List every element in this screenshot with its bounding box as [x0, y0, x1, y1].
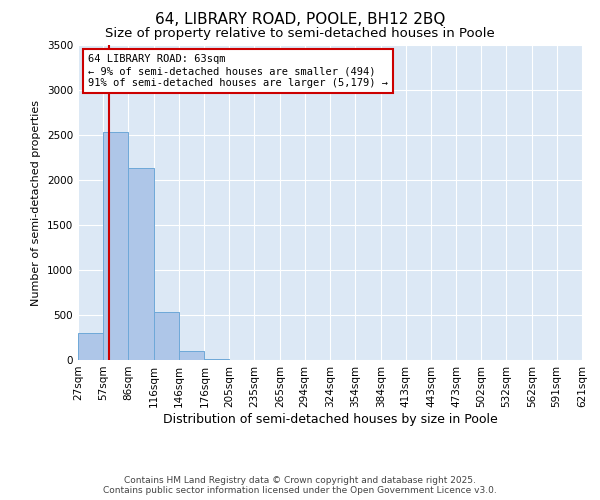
- Bar: [78, 333, 103, 360]
- Y-axis label: Number of semi-detached properties: Number of semi-detached properties: [31, 100, 41, 306]
- Bar: [128, 168, 154, 360]
- Text: 64 LIBRARY ROAD: 63sqm
← 9% of semi-detached houses are smaller (494)
91% of sem: 64 LIBRARY ROAD: 63sqm ← 9% of semi-deta…: [88, 54, 388, 88]
- Bar: [154, 312, 179, 360]
- Text: Contains HM Land Registry data © Crown copyright and database right 2025.
Contai: Contains HM Land Registry data © Crown c…: [103, 476, 497, 495]
- Bar: [205, 359, 229, 360]
- Text: Size of property relative to semi-detached houses in Poole: Size of property relative to semi-detach…: [105, 28, 495, 40]
- Bar: [103, 132, 128, 360]
- Text: 64, LIBRARY ROAD, POOLE, BH12 2BQ: 64, LIBRARY ROAD, POOLE, BH12 2BQ: [155, 12, 445, 28]
- X-axis label: Distribution of semi-detached houses by size in Poole: Distribution of semi-detached houses by …: [163, 412, 497, 426]
- Bar: [179, 351, 205, 360]
